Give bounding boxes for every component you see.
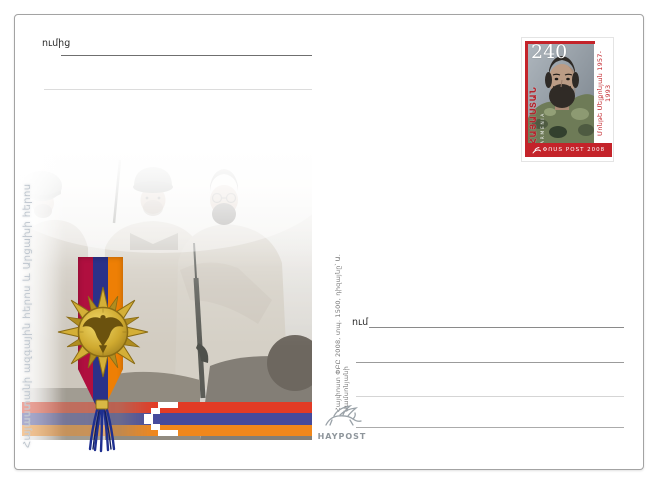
- stamp-denomination: 240: [531, 41, 568, 63]
- stamp-bottom-text: ՓՈՍՏ POST 2008: [542, 147, 606, 153]
- hero-caption-vertical: Հայաստանի ազգային հերոս և Արցախի հերոս: [22, 183, 33, 448]
- stamp-country-en: ARMENIA: [541, 112, 546, 144]
- sender-write-line-1: [61, 55, 312, 56]
- imprint-vertical: Հայփոստ ՓԲԸ 2008, տպ. 1500, դիզայնը՝ Ա. …: [334, 253, 350, 412]
- medal-tassel: [88, 399, 116, 453]
- stamp-portrait: [528, 44, 594, 143]
- winged-horse-icon: [325, 404, 362, 426]
- stamp-bottom-bar: ՓՈՍՏ POST 2008: [525, 143, 612, 157]
- stamp-portrait-image: [528, 44, 594, 143]
- flag-step-pattern-icon: [144, 402, 178, 436]
- stamp-person-caption: Մոնթե Մելքոնյան 1957-1993: [596, 50, 612, 137]
- recipient-write-line-2: [356, 362, 624, 363]
- sender-from-label: ումից: [42, 38, 71, 49]
- stamp-frame-top: [525, 41, 595, 44]
- stripe-blue: [22, 413, 312, 425]
- postage-stamp: 240 ՀԱՅԱՍՏԱՆ ARMENIA Մոնթե Մելքոնյան 195…: [521, 37, 614, 162]
- recipient-write-line-3: [356, 396, 624, 397]
- stamp-country-hy: ՀԱՅԱՍՏԱՆ: [529, 86, 539, 144]
- recipient-write-line-1: [369, 327, 624, 328]
- stamp-frame-left: [525, 41, 528, 143]
- haypost-logo: HAYPOST: [317, 403, 367, 443]
- golden-eagle-order-icon: [57, 286, 149, 378]
- haypost-wordmark: HAYPOST: [317, 432, 367, 441]
- sender-write-line-2: [44, 89, 312, 90]
- recipient-write-line-4: [356, 427, 624, 428]
- stamp-post-emblem-icon: [532, 146, 541, 153]
- recipient-to-label: ում: [352, 317, 369, 328]
